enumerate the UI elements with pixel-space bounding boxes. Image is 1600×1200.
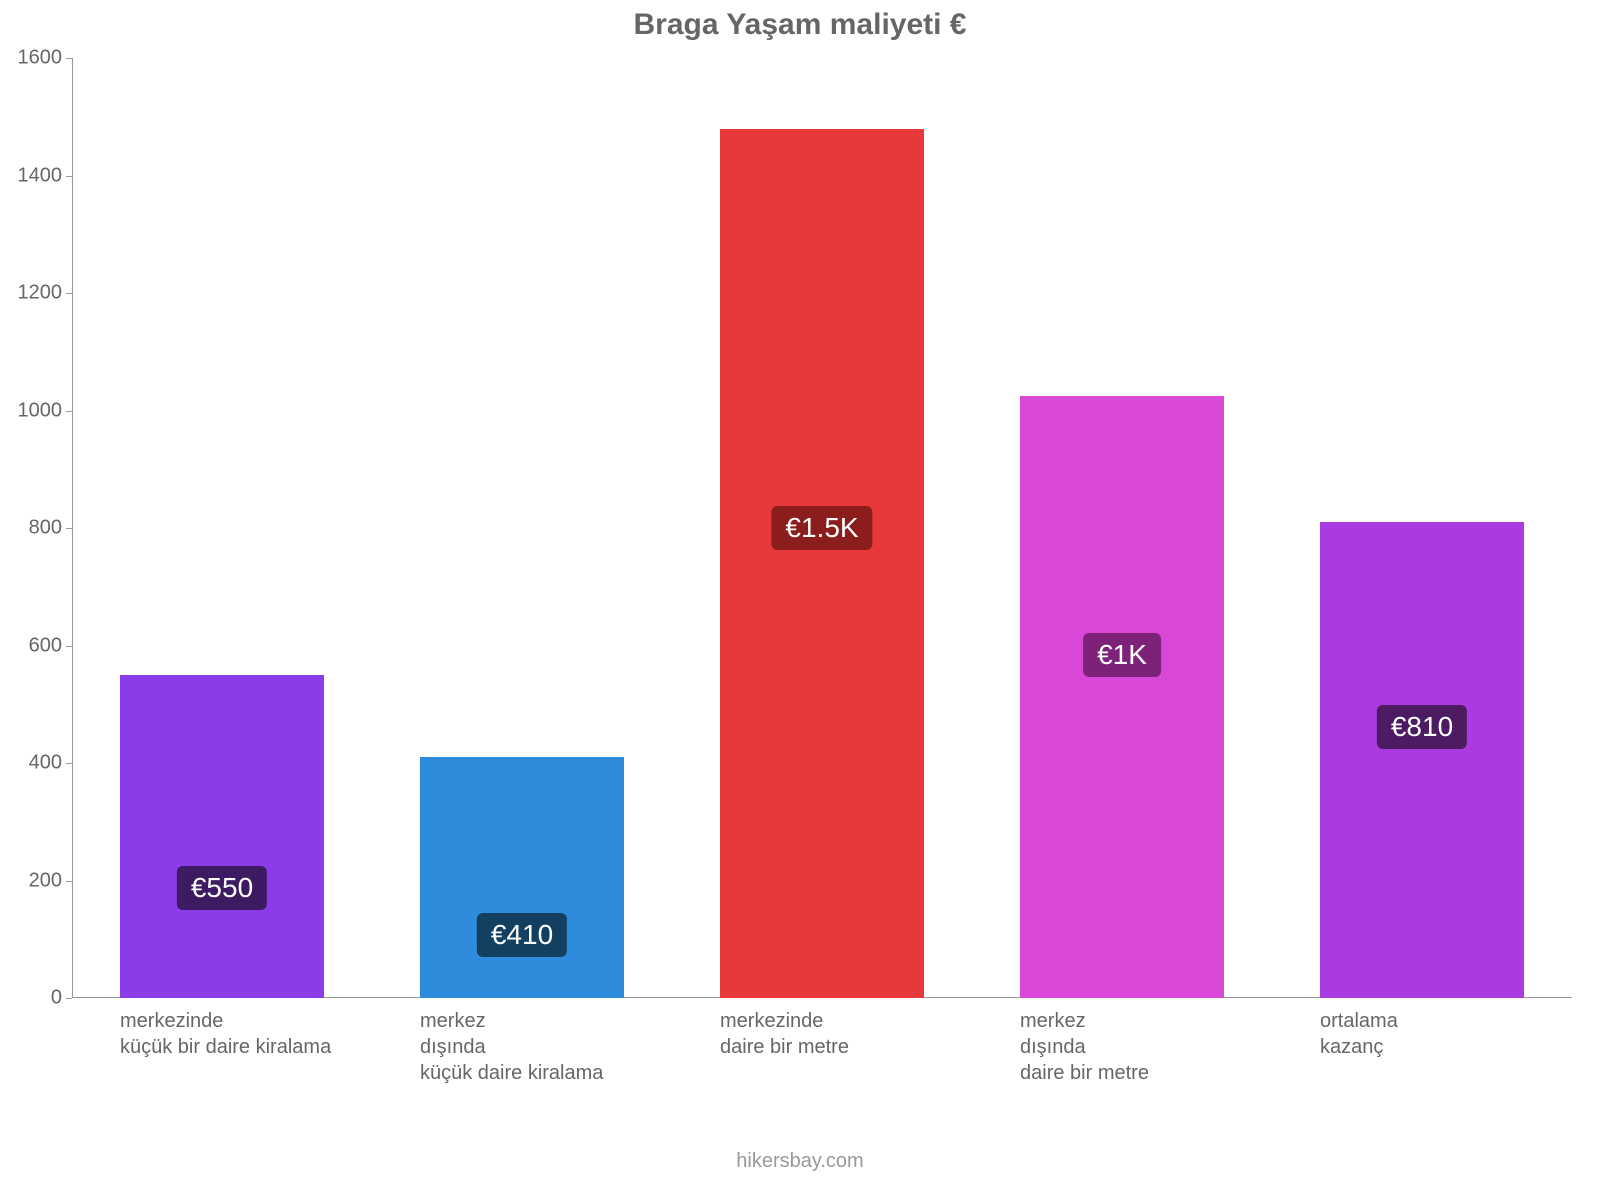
x-tick-label: merkezdışındaküçük daire kiralama (420, 998, 720, 1086)
bar: €1.5K (720, 129, 924, 999)
y-tick-label: 1200 (18, 282, 73, 305)
y-tick-mark (66, 646, 72, 647)
cost-of-living-chart: Braga Yaşam maliyeti € 02004006008001000… (0, 0, 1600, 1200)
y-tick-mark (66, 411, 72, 412)
y-tick-mark (66, 881, 72, 882)
x-tick-label: ortalamakazanç (1320, 998, 1600, 1060)
y-tick-mark (66, 58, 72, 59)
y-tick-mark (66, 998, 72, 999)
bar: €1K (1020, 396, 1224, 998)
bar: €810 (1320, 522, 1524, 998)
y-tick-label: 1000 (18, 399, 73, 422)
y-tick-label: 1600 (18, 47, 73, 70)
credit-text: hikersbay.com (0, 1150, 1600, 1173)
x-tick-label: merkezindedaire bir metre (720, 998, 1020, 1060)
chart-title: Braga Yaşam maliyeti € (0, 8, 1600, 42)
bar-value-label: €550 (177, 866, 267, 910)
bar-value-label: €810 (1377, 705, 1467, 749)
y-tick-mark (66, 176, 72, 177)
x-tick-label: merkezdışındadaire bir metre (1020, 998, 1320, 1086)
x-tick-label: merkezindeküçük bir daire kiralama (120, 998, 420, 1060)
bar-value-label: €1.5K (771, 506, 872, 550)
bar: €550 (120, 675, 324, 998)
bar-value-label: €410 (477, 913, 567, 957)
y-tick-label: 1400 (18, 164, 73, 187)
y-axis-line (72, 58, 73, 998)
bar: €410 (420, 757, 624, 998)
y-tick-mark (66, 528, 72, 529)
y-tick-mark (66, 293, 72, 294)
bar-value-label: €1K (1083, 633, 1161, 677)
plot-area: 02004006008001000120014001600€550merkezi… (72, 58, 1572, 998)
y-tick-mark (66, 763, 72, 764)
